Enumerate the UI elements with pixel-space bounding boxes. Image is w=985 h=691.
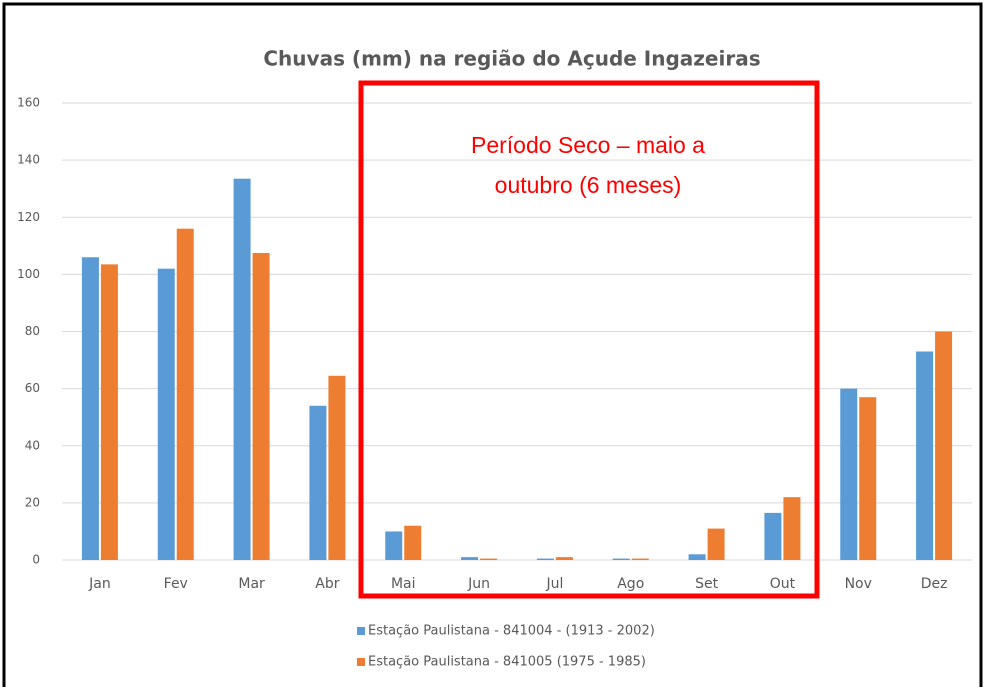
x-tick-label: Jul [545, 576, 563, 592]
x-tick-label: Nov [845, 576, 872, 592]
bar [764, 512, 782, 560]
legend-label: Estação Paulistana - 841005 (1975 - 1985… [368, 655, 646, 670]
legend-label: Estação Paulistana - 841004 - (1913 - 20… [368, 624, 655, 639]
bar [555, 557, 573, 560]
chart-title: Chuvas (mm) na região do Açude Ingazeira… [263, 47, 760, 71]
bar [328, 375, 346, 560]
annotation-text: Período Seco – maio a [471, 132, 705, 158]
x-tick-label: Ago [617, 576, 644, 592]
y-tick-label: 140 [17, 153, 40, 167]
x-tick-label: Mar [238, 576, 265, 592]
annotation-box [358, 80, 820, 599]
y-tick-label: 160 [17, 96, 40, 110]
x-tick-label: Jan [88, 576, 111, 592]
y-tick-label: 20 [25, 495, 40, 509]
bar [935, 331, 953, 560]
bar [157, 268, 175, 560]
y-tick-label: 120 [17, 210, 40, 224]
bar [536, 558, 554, 560]
bar [309, 405, 327, 560]
bar [631, 558, 649, 560]
bar [688, 554, 706, 560]
x-tick-label: Abr [315, 576, 339, 592]
bar [385, 531, 403, 560]
bar [916, 351, 934, 560]
bar [783, 497, 801, 560]
bar [707, 528, 725, 560]
bar [176, 228, 194, 561]
bar [233, 178, 251, 561]
x-tick-label: Mai [391, 576, 416, 592]
bar [404, 525, 422, 560]
annotation-text: outubro (6 meses) [495, 172, 682, 198]
x-tick-label: Out [770, 576, 796, 592]
y-tick-label: 40 [25, 438, 40, 452]
x-tick-label: Dez [921, 576, 948, 592]
bar [461, 557, 479, 560]
y-tick-label: 80 [25, 324, 40, 338]
legend-swatch [357, 627, 365, 635]
bar [81, 257, 99, 560]
y-tick-label: 100 [17, 267, 40, 281]
legend-swatch [357, 658, 365, 666]
bar [840, 388, 858, 560]
x-tick-label: Fev [164, 576, 188, 592]
x-tick-label: Jun [467, 576, 490, 592]
bar [612, 558, 630, 560]
y-tick-label: 60 [25, 381, 40, 395]
bar [480, 558, 498, 560]
y-tick-label: 0 [32, 553, 40, 567]
bar [859, 397, 877, 560]
bar [252, 252, 270, 560]
x-tick-label: Set [695, 576, 719, 592]
bar [100, 264, 118, 560]
